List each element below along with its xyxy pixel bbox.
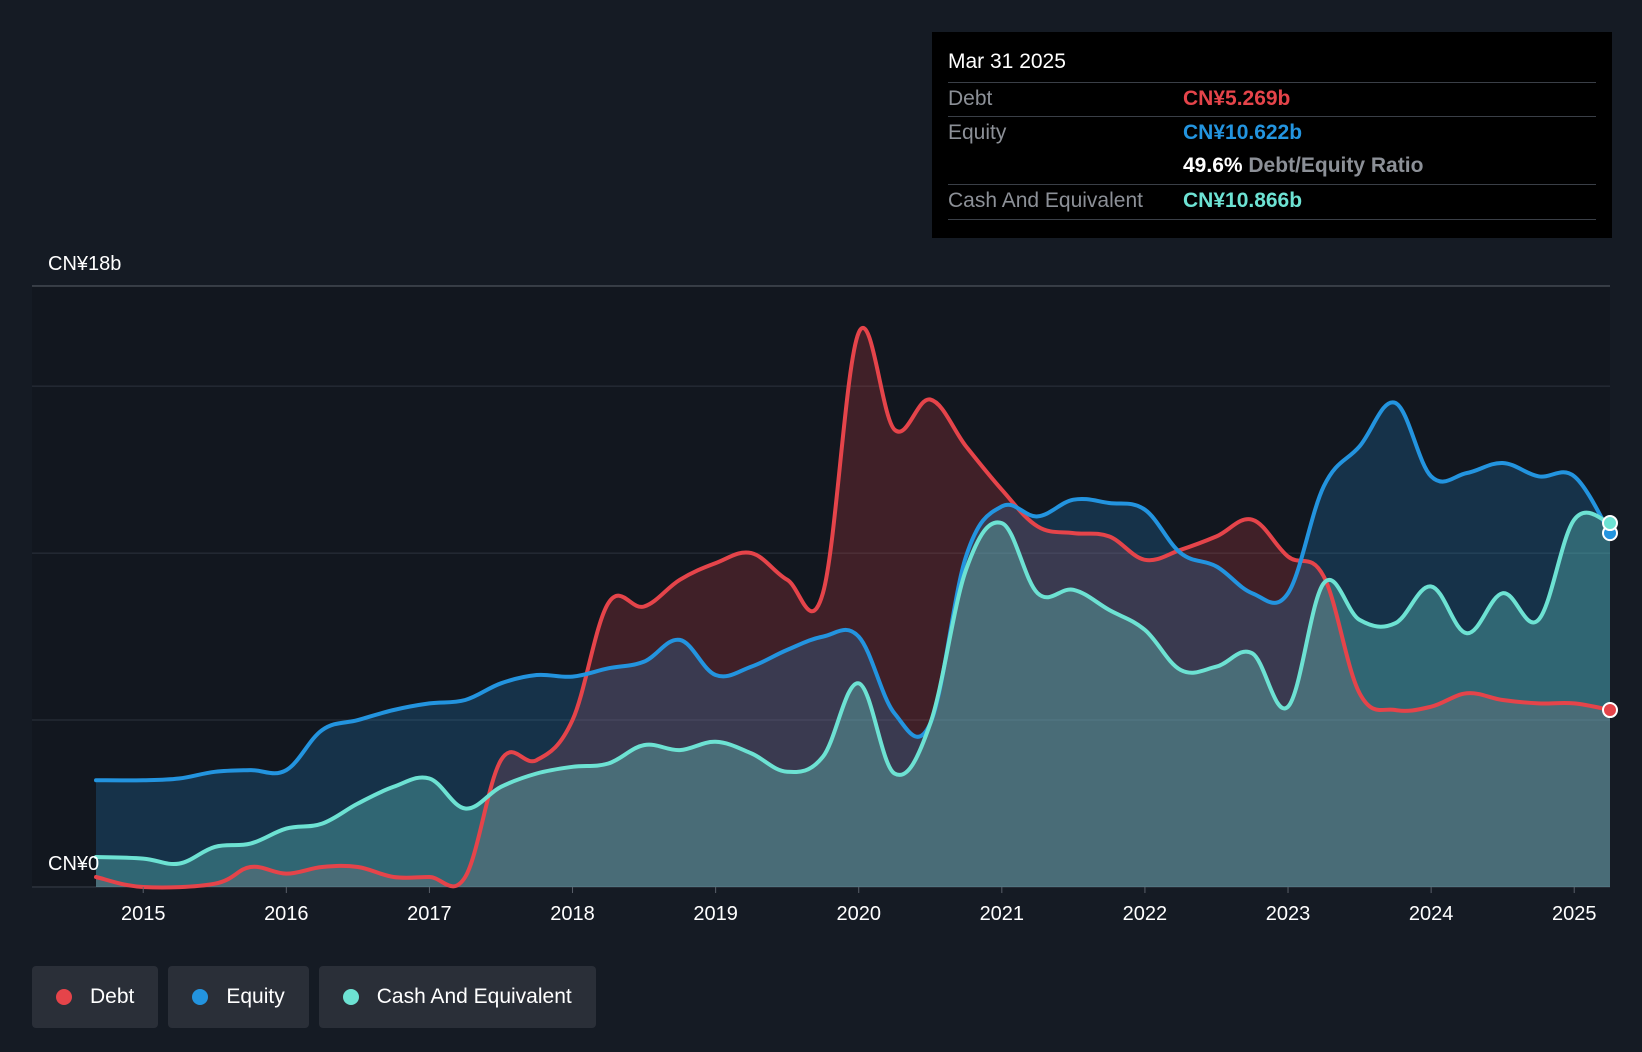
tooltip-debt-value: CN¥5.269b: [1183, 87, 1291, 110]
debt-end-marker[interactable]: [1602, 702, 1618, 719]
equity-line: [94, 400, 1612, 783]
x-tick-label: 2019: [693, 903, 738, 925]
tooltip-row-debt: Debt CN¥5.269b: [948, 82, 1596, 117]
legend-item-equity[interactable]: Equity: [168, 966, 309, 1028]
x-tick-label: 2020: [836, 903, 881, 925]
tooltip-date: Mar 31 2025: [948, 50, 1066, 73]
tooltip-row-equity: Equity CN¥10.622b: [948, 116, 1596, 151]
debt-dot-icon: [56, 989, 72, 1005]
series-areas: [96, 327, 1610, 888]
legend-item-cash[interactable]: Cash And Equivalent: [318, 966, 596, 1028]
x-tick-label: 2017: [407, 903, 452, 925]
tooltip-row-cash: Cash And Equivalent CN¥10.866b: [948, 184, 1596, 220]
end-markers: [1602, 515, 1618, 719]
x-axis-ticks: 2015 2016 2017 2018 2019 2020 2021 2022 2023 2024…: [121, 887, 1597, 925]
cash-dot-icon: [342, 989, 359, 1005]
legend-debt-label: Debt: [90, 985, 135, 1008]
legend-cash-label: Cash And Equivalent: [376, 985, 572, 1008]
x-tick-label: 2023: [1266, 903, 1311, 925]
x-tick-label: 2018: [550, 903, 595, 925]
equity-area: [96, 402, 1610, 887]
tooltip-cash-label: Cash And Equivalent: [948, 189, 1143, 212]
data-tooltip: Mar 31 2025 Debt CN¥5.269b Equity CN¥10.…: [932, 32, 1612, 238]
equity-dot-icon: [192, 989, 209, 1005]
y-axis-bottom-label: CN¥0: [48, 853, 99, 875]
x-tick-label: 2024: [1409, 903, 1454, 925]
tooltip-ratio-value: 49.6%: [1183, 154, 1243, 177]
legend-item-debt[interactable]: Debt: [32, 966, 159, 1028]
x-tick-label: 2022: [1123, 903, 1168, 925]
tooltip-cash-value: CN¥10.866b: [1183, 189, 1303, 212]
chart-legend: Debt Equity Cash And Equivalent: [32, 966, 596, 1028]
debt-area: [96, 327, 1610, 888]
gridlines: [32, 285, 1610, 888]
cash-area: [96, 512, 1610, 887]
x-tick-label: 2021: [980, 903, 1025, 925]
x-tick-label: 2025: [1552, 903, 1597, 925]
cash-end-marker[interactable]: [1602, 515, 1618, 532]
tooltip-equity-value: CN¥10.622b: [1183, 121, 1303, 144]
debt-line: [94, 326, 1612, 890]
tooltip-equity-label: Equity: [948, 121, 1007, 144]
legend-equity-label: Equity: [226, 985, 285, 1008]
cash-line: [94, 510, 1612, 867]
tooltip-row-ratio: 49.6% Debt/Equity Ratio: [948, 150, 1596, 184]
tooltip-ratio: 49.6% Debt/Equity Ratio: [1183, 154, 1423, 178]
tooltip-debt-label: Debt: [948, 87, 993, 110]
x-tick-label: 2016: [264, 903, 309, 925]
series-lines: [94, 326, 1612, 890]
y-axis-top-label: CN¥18b: [48, 253, 121, 275]
tooltip-ratio-label: Debt/Equity Ratio: [1248, 154, 1424, 177]
x-tick-label: 2015: [121, 903, 166, 925]
